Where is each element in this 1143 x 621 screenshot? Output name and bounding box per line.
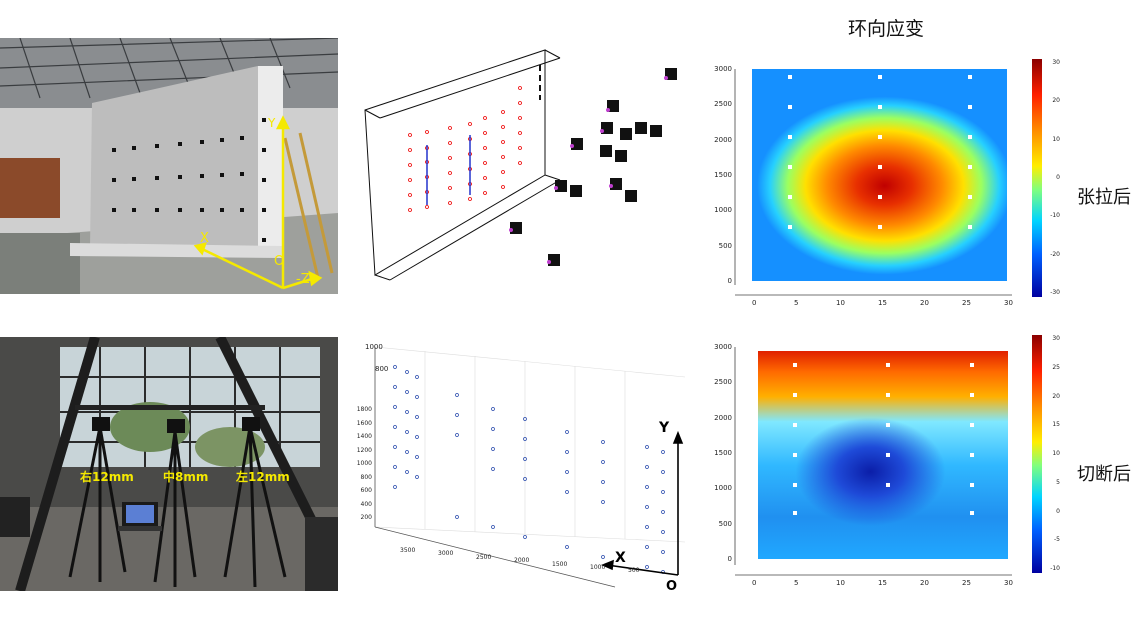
plot3d-axis-label-origin: O (666, 579, 678, 594)
plot3d-top (345, 40, 690, 295)
svg-text:800: 800 (375, 365, 388, 373)
photo-camera-setup: 右12mm 中8mm 左12mm (0, 337, 338, 591)
plot3d-y-tick-label: 1400 (356, 433, 372, 440)
y-tick-label: 3000 (714, 343, 732, 351)
y-tick-label: 500 (718, 241, 732, 250)
x-tick-label: 10 (836, 579, 845, 587)
row-label-after-tension: 张拉后 (1077, 187, 1131, 208)
y-tick-label: 0 (727, 277, 732, 285)
axis-label-y: Y (268, 116, 276, 130)
plot3d-x-ticks: 3500 3000 2500 2000 1500 1000 500 (400, 547, 660, 577)
y-tick-label: 500 (718, 519, 732, 528)
heatmap-bottom-colorbar (1032, 335, 1042, 573)
x-tick-label: 30 (1004, 299, 1013, 307)
x-tick-label: 15 (878, 299, 887, 307)
camera-label-middle: 中8mm (163, 470, 209, 484)
heatmap-bottom-x-ticks: 0 5 10 15 20 25 30 (752, 579, 1013, 591)
plot3d-x-tick-label: 2500 (476, 553, 492, 561)
plot3d-x-tick-label: 1500 (552, 560, 568, 568)
heatmap-top-x-ticks: 0 5 10 15 20 25 30 (752, 299, 1013, 311)
heatmap-top: 3000 2500 2000 1500 1000 500 0 0 5 10 15 20 25 30 30… (700, 55, 1060, 320)
x-tick-label: 30 (1004, 579, 1013, 587)
plot3d-axis-label-y: Y (659, 420, 670, 436)
svg-text:1000: 1000 (365, 343, 383, 351)
y-tick-label: 3000 (714, 65, 732, 73)
colorbar-tick-label: 15 (1052, 421, 1060, 429)
plot3d-x-tick-label: 3000 (438, 550, 454, 558)
colorbar-tick-label: 0 (1056, 174, 1060, 181)
colorbar-tick-label: 20 (1052, 97, 1060, 105)
heatmap-bottom: 3000 2500 2000 1500 1000 500 0 0 5 10 15 20 25 30 30… (700, 333, 1060, 608)
y-tick-label: 1500 (714, 449, 732, 457)
heatmap-top-axes (734, 69, 1012, 296)
heatmap-bottom-axes (734, 347, 1012, 576)
plot3d-x-tick-label: 1000 (590, 564, 606, 571)
x-tick-label: 25 (962, 299, 971, 307)
plot3d-y-tick-label: 600 (360, 487, 372, 494)
axis-label-z: -Z (296, 272, 310, 287)
colorbar-tick-label: 30 (1052, 59, 1060, 66)
y-tick-label: 0 (727, 555, 732, 563)
plot3d-y-tick-label: 1600 (356, 419, 372, 427)
camera-label-left: 左12mm (236, 470, 290, 484)
heatmap-bottom-y-ticks: 3000 2500 2000 1500 1000 500 0 (708, 343, 732, 563)
x-tick-label: 10 (836, 299, 845, 307)
colorbar-tick-label: -10 (1050, 212, 1060, 220)
colorbar-tick-label: 10 (1052, 450, 1060, 457)
y-tick-label: 2000 (714, 135, 732, 144)
heatmap-top-colorbar-ticks: 30 20 10 0 -10 -20 -30 (1044, 59, 1060, 297)
x-tick-label: 20 (920, 299, 929, 307)
y-tick-label: 1500 (714, 171, 732, 179)
heatmap-bottom-colorbar-ticks: 30 25 20 15 10 5 0 -5 -10 (1044, 335, 1060, 573)
x-tick-label: 15 (878, 579, 887, 587)
axis-label-origin: O (274, 254, 285, 269)
row-label-after-cutting: 切断后 (1077, 464, 1131, 485)
colorbar-tick-label: 10 (1052, 135, 1060, 143)
figure-title: 环向应变 (848, 18, 925, 40)
plot3d-y-tick-label: 1800 (356, 406, 372, 413)
photo-wall-specimen: X Y O -Z (0, 38, 338, 294)
colorbar-tick-label: -10 (1050, 565, 1060, 572)
x-tick-label: 5 (794, 579, 799, 587)
plot3d-y-tick-label: 400 (360, 500, 372, 508)
colorbar-tick-label: 5 (1056, 478, 1060, 486)
heatmap-top-y-ticks: 3000 2500 2000 1500 1000 500 0 (708, 65, 732, 285)
plot3d-x-tick-label: 500 (628, 567, 640, 575)
plot3d-y-tick-label: 200 (360, 514, 372, 521)
y-tick-label: 2500 (714, 378, 732, 387)
colorbar-tick-label: 25 (1052, 363, 1060, 371)
heatmap-top-colorbar (1032, 59, 1042, 297)
plot3d-bottom: 1000 800 Y X O 1800 1600 1400 1200 1000 800 60… (345, 337, 690, 595)
x-tick-label: 25 (962, 579, 971, 587)
plot3d-y-ticks: 1800 1600 1400 1200 1000 800 600 400 200 (348, 403, 372, 525)
plot3d-axis-label-x: X (615, 550, 626, 566)
x-tick-label: 5 (794, 299, 799, 307)
heatmap-top-field (752, 69, 1007, 281)
plot3d-x-tick-label: 3500 (400, 547, 416, 554)
x-tick-label: 0 (752, 579, 757, 587)
plot3d-y-tick-label: 800 (360, 473, 372, 481)
colorbar-tick-label: 20 (1052, 392, 1060, 400)
plot3d-y-tick-label: 1200 (356, 446, 372, 454)
x-tick-label: 0 (752, 299, 757, 307)
y-tick-label: 2000 (714, 413, 732, 422)
plot3d-y-tick-label: 1000 (356, 460, 372, 467)
camera-label-right: 右12mm (80, 470, 134, 484)
y-tick-label: 1000 (714, 206, 732, 215)
axis-label-x: X (200, 231, 209, 246)
x-tick-label: 20 (920, 579, 929, 587)
y-tick-label: 2500 (714, 100, 732, 109)
heatmap-bottom-field (758, 351, 1008, 559)
colorbar-tick-label: -30 (1050, 289, 1060, 296)
y-tick-label: 1000 (714, 484, 732, 493)
plot3d-x-tick-label: 2000 (514, 557, 530, 565)
colorbar-tick-label: 30 (1052, 335, 1060, 342)
colorbar-tick-label: 0 (1056, 507, 1060, 515)
colorbar-tick-label: -5 (1054, 536, 1060, 544)
colorbar-tick-label: -20 (1050, 250, 1060, 258)
